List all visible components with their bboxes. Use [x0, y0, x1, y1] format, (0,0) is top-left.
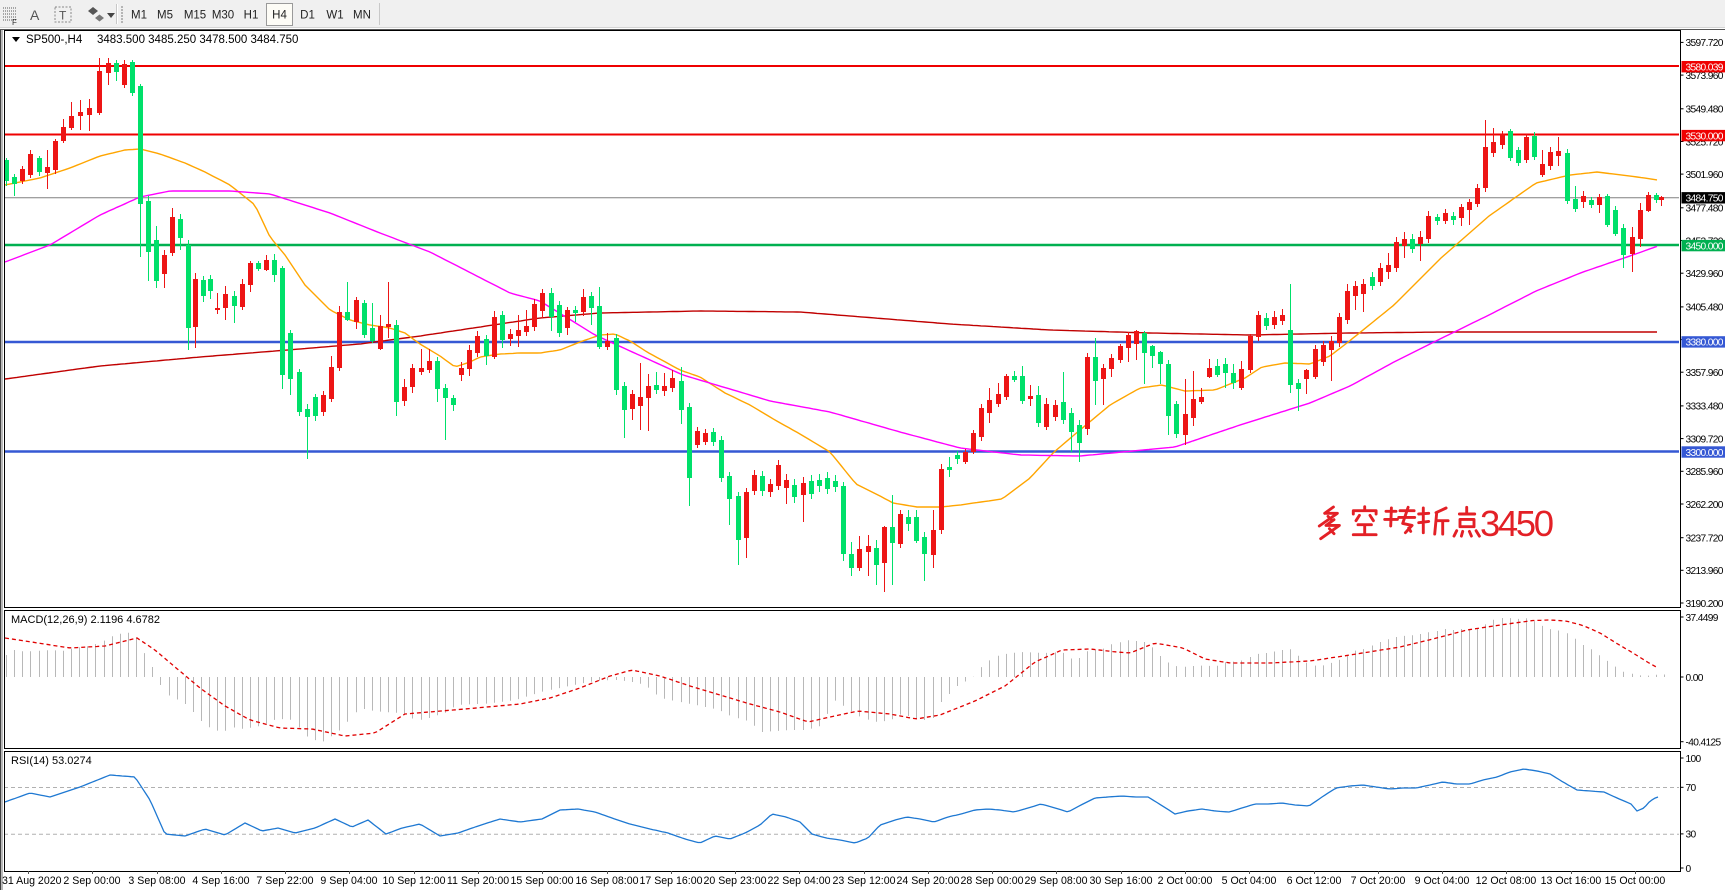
svg-text:3573.960: 3573.960 [1686, 71, 1724, 82]
svg-text:H4: H4 [272, 10, 287, 22]
svg-text:10 Sep 12:00: 10 Sep 12:00 [382, 875, 445, 887]
svg-text:3213.960: 3213.960 [1686, 566, 1724, 577]
svg-text:T: T [59, 9, 67, 23]
svg-text:3477.480: 3477.480 [1686, 204, 1724, 215]
svg-text:5 Oct 04:00: 5 Oct 04:00 [1222, 875, 1277, 887]
svg-text:17 Sep 16:00: 17 Sep 16:00 [639, 875, 702, 887]
svg-text:24 Sep 20:00: 24 Sep 20:00 [896, 875, 959, 887]
svg-text:SP500-,H4: SP500-,H4 [26, 34, 83, 46]
svg-text:37.4499: 37.4499 [1686, 613, 1719, 624]
svg-text:7 Sep 22:00: 7 Sep 22:00 [256, 875, 313, 887]
svg-text:3450: 3450 [1480, 503, 1553, 544]
svg-text:M5: M5 [157, 10, 173, 22]
svg-text:F: F [12, 18, 17, 27]
svg-text:M15: M15 [184, 10, 206, 22]
svg-text:3380.000: 3380.000 [1686, 338, 1724, 349]
svg-text:3405.480: 3405.480 [1686, 303, 1724, 314]
svg-text:W1: W1 [326, 10, 343, 22]
svg-text:3333.480: 3333.480 [1686, 402, 1724, 413]
svg-text:0.00: 0.00 [1686, 673, 1704, 684]
svg-text:29 Sep 08:00: 29 Sep 08:00 [1024, 875, 1087, 887]
svg-text:3525.720: 3525.720 [1686, 137, 1724, 148]
svg-text:100: 100 [1686, 754, 1702, 765]
svg-text:16 Sep 08:00: 16 Sep 08:00 [575, 875, 638, 887]
svg-text:MN: MN [353, 10, 371, 22]
svg-text:2 Sep 00:00: 2 Sep 00:00 [63, 875, 120, 887]
svg-text:3237.720: 3237.720 [1686, 534, 1724, 545]
svg-text:M30: M30 [212, 10, 234, 22]
svg-text:3429.960: 3429.960 [1686, 269, 1724, 280]
svg-text:31 Aug 2020: 31 Aug 2020 [2, 875, 62, 887]
svg-text:3190.200: 3190.200 [1686, 599, 1724, 610]
svg-text:30 Sep 16:00: 30 Sep 16:00 [1089, 875, 1152, 887]
svg-text:15 Sep 00:00: 15 Sep 00:00 [510, 875, 573, 887]
svg-text:MACD(12,26,9) 2.1196 4.6782: MACD(12,26,9) 2.1196 4.6782 [11, 614, 160, 626]
svg-text:70: 70 [1686, 783, 1697, 794]
svg-text:3501.960: 3501.960 [1686, 170, 1724, 181]
svg-text:3357.960: 3357.960 [1686, 368, 1724, 379]
svg-text:0: 0 [1686, 864, 1692, 875]
svg-text:-40.4125: -40.4125 [1686, 738, 1722, 749]
svg-text:3549.480: 3549.480 [1686, 105, 1724, 116]
svg-text:3 Sep 08:00: 3 Sep 08:00 [128, 875, 185, 887]
svg-text:M1: M1 [131, 10, 147, 22]
svg-text:15 Oct 00:00: 15 Oct 00:00 [1605, 875, 1666, 887]
svg-text:12 Oct 08:00: 12 Oct 08:00 [1476, 875, 1537, 887]
svg-text:3483.500 3485.250 3478.500 348: 3483.500 3485.250 3478.500 3484.750 [97, 34, 298, 46]
svg-text:9 Oct 04:00: 9 Oct 04:00 [1415, 875, 1470, 887]
svg-text:3262.200: 3262.200 [1686, 500, 1724, 511]
svg-text:30: 30 [1686, 830, 1697, 841]
svg-text:20 Sep 23:00: 20 Sep 23:00 [703, 875, 766, 887]
svg-text:6 Oct 12:00: 6 Oct 12:00 [1287, 875, 1342, 887]
svg-text:3484.750: 3484.750 [1686, 194, 1724, 205]
svg-text:H1: H1 [244, 10, 259, 22]
svg-text:3597.720: 3597.720 [1686, 38, 1724, 49]
svg-text:13 Oct 16:00: 13 Oct 16:00 [1541, 875, 1602, 887]
svg-text:11 Sep 20:00: 11 Sep 20:00 [447, 875, 509, 887]
svg-text:D1: D1 [300, 10, 315, 22]
svg-text:22 Sep 04:00: 22 Sep 04:00 [767, 875, 830, 887]
svg-text:3580.039: 3580.039 [1686, 63, 1724, 74]
svg-text:3309.720: 3309.720 [1686, 434, 1724, 445]
svg-text:RSI(14) 53.0274: RSI(14) 53.0274 [11, 755, 92, 767]
svg-text:7 Oct 20:00: 7 Oct 20:00 [1351, 875, 1406, 887]
svg-text:4 Sep 16:00: 4 Sep 16:00 [192, 875, 249, 887]
svg-text:A: A [30, 7, 40, 23]
svg-text:9 Sep 04:00: 9 Sep 04:00 [320, 875, 377, 887]
svg-text:2 Oct 00:00: 2 Oct 00:00 [1158, 875, 1213, 887]
svg-text:3530.000: 3530.000 [1686, 131, 1724, 142]
svg-text:3450.000: 3450.000 [1686, 241, 1724, 252]
svg-text:3300.000: 3300.000 [1686, 448, 1724, 459]
svg-text:28 Sep 00:00: 28 Sep 00:00 [960, 875, 1023, 887]
svg-text:23 Sep 12:00: 23 Sep 12:00 [832, 875, 895, 887]
svg-text:3285.960: 3285.960 [1686, 467, 1724, 478]
